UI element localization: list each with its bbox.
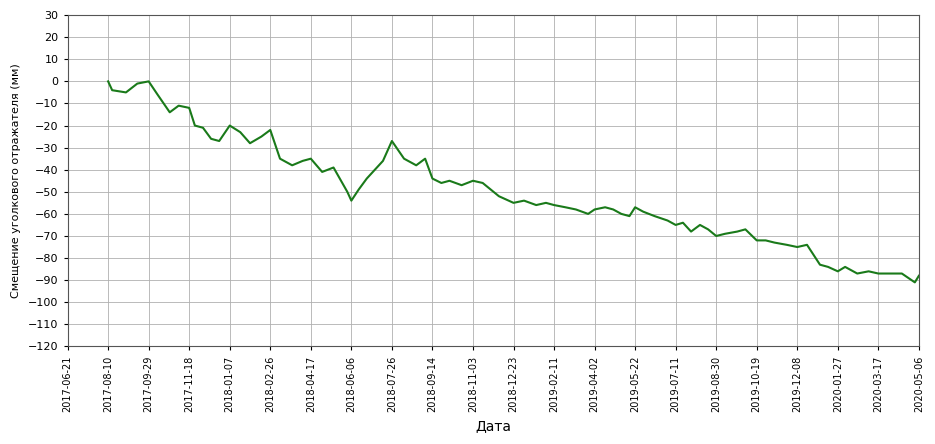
X-axis label: Дата: Дата [475,419,511,433]
Y-axis label: Смещение уголкового отражателя (мм): Смещение уголкового отражателя (мм) [11,63,22,298]
